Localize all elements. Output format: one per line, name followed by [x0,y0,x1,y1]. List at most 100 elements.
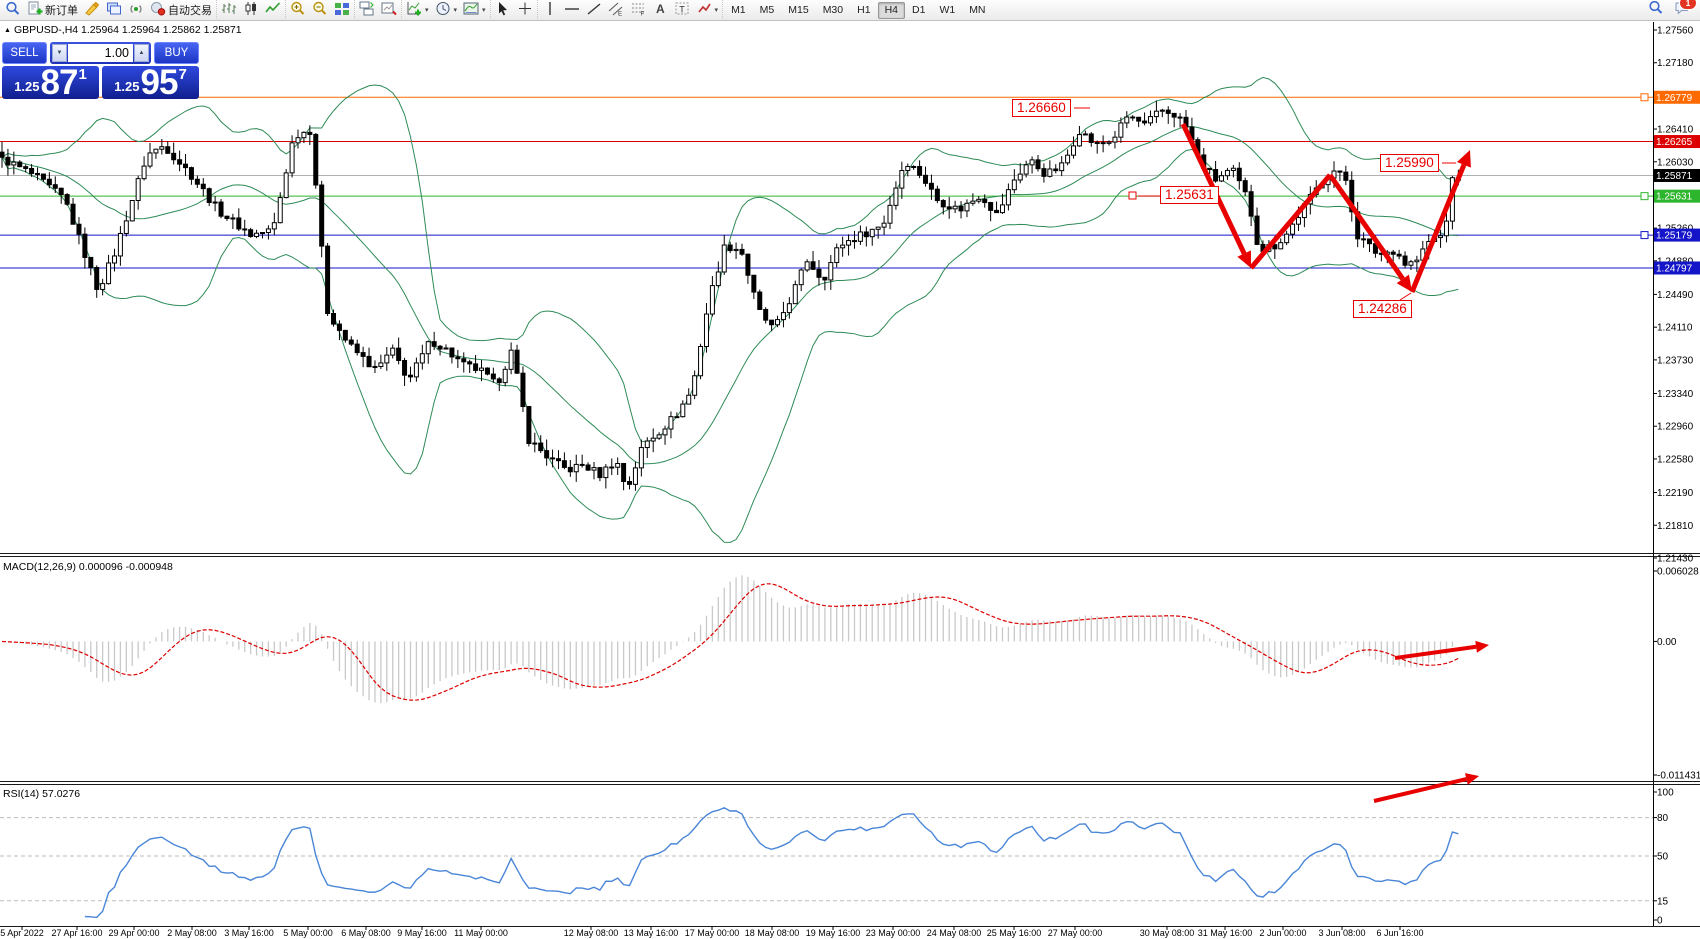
timeframe-h4-button[interactable]: H4 [877,1,905,19]
macd-signal-line [1,583,1459,701]
timeframe-m5-button[interactable]: M5 [753,2,782,19]
svg-text:27 May 00:00: 27 May 00:00 [1048,928,1103,938]
chart-shift-button[interactable] [378,1,400,20]
price-annotation-label[interactable]: 1.25990 [1380,154,1439,172]
arrange-group [354,0,401,21]
svg-text:1.23340: 1.23340 [1657,389,1694,400]
svg-text:31 May 16:00: 31 May 16:00 [1198,928,1253,938]
svg-text:1.22190: 1.22190 [1657,488,1694,499]
svg-text:1.23730: 1.23730 [1657,355,1694,366]
price-annotation-label[interactable]: 1.25631 [1160,186,1219,204]
zoom-in-icon [290,1,306,19]
svg-text:23 May 00:00: 23 May 00:00 [866,928,921,938]
insert-group: ▾ ▾ ▾ [401,0,490,21]
indicators-button[interactable]: ▾ [403,1,432,20]
line-chart-icon [265,1,281,19]
cursor-button[interactable] [492,1,514,20]
equidistant-channel-button[interactable]: E [605,1,627,20]
timeframe-mn-button[interactable]: MN [962,2,992,19]
auto-arrange-button[interactable] [356,1,378,20]
svg-text:3 May 16:00: 3 May 16:00 [224,928,274,938]
rsi-axis: 100 80 50 15 0 [1653,788,1674,927]
indicators-icon [406,1,422,19]
buy-button[interactable]: BUY [154,42,199,64]
autotrading-button[interactable]: 自动交易 [147,1,215,20]
timeframe-m30-button[interactable]: M30 [816,2,850,19]
candlestick-chart-button[interactable] [240,1,262,20]
standard-group: 新订单 自动交易 [1,0,216,21]
fibonacci-button[interactable]: F [627,1,649,20]
svg-text:T: T [679,5,685,15]
volume-decrease-button[interactable]: ▼ [52,44,67,62]
styles-button[interactable] [81,1,103,20]
svg-text:6 Jun 16:00: 6 Jun 16:00 [1376,928,1423,938]
one-click-trading-panel: SELL ▼ ▲ BUY 1.25 87 1 1.25 95 7 [2,42,199,100]
macd-histogram [7,575,1459,704]
svg-text:1.21810: 1.21810 [1657,521,1694,532]
svg-text:E: E [618,12,622,17]
svg-text:80: 80 [1657,813,1669,824]
timeframe-h1-button[interactable]: H1 [850,2,877,19]
crosshair-button[interactable] [514,1,536,20]
svg-text:30 May 08:00: 30 May 08:00 [1140,928,1195,938]
price-annotation-label[interactable]: 1.26660 [1012,99,1071,117]
bar-chart-button[interactable] [218,1,240,20]
cursor-icon [495,1,511,19]
trend-annotations[interactable] [1074,107,1489,803]
buy-price-box[interactable]: 1.25 95 7 [102,66,199,100]
timeframe-group: M1 M5 M15 M30 H1 H4 D1 W1 MN [722,0,993,21]
profiles-button[interactable] [103,1,125,20]
crosshair-icon [517,1,533,19]
vertical-line-button[interactable] [539,1,561,20]
trendline-button[interactable] [583,1,605,20]
zoom-in-button[interactable] [287,1,309,20]
arrows-icon [696,1,712,19]
timeframe-m15-button[interactable]: M15 [781,2,815,19]
candlesticks [0,100,1461,491]
chat-icon[interactable]: 1 [1674,0,1697,20]
templates-button[interactable]: ▾ [460,1,489,20]
magnifier-icon [5,1,21,19]
svg-text:2 Jun 00:00: 2 Jun 00:00 [1259,928,1306,938]
sell-price-box[interactable]: 1.25 87 1 [2,66,99,100]
svg-text:6 May 08:00: 6 May 08:00 [341,928,391,938]
candlestick-icon [243,1,259,19]
macd-axis: 0.006028 0.00 -0.011431 [1653,567,1700,782]
text-button[interactable]: A [649,1,671,20]
svg-text:5 May 00:00: 5 May 00:00 [283,928,333,938]
svg-text:0: 0 [1657,916,1663,927]
bar-chart-icon [221,1,237,19]
timeframe-m1-button[interactable]: M1 [724,2,753,19]
svg-text:1.24490: 1.24490 [1657,290,1694,301]
svg-text:17 May 00:00: 17 May 00:00 [685,928,740,938]
text-label-button[interactable]: T [671,1,693,20]
volume-increase-button[interactable]: ▲ [134,44,149,62]
symbols-button[interactable] [2,1,24,20]
arrows-button[interactable]: ▾ [693,1,722,20]
tile-windows-button[interactable] [331,1,353,20]
zoom-out-button[interactable] [309,1,331,20]
signals-button[interactable] [125,1,147,20]
svg-text:27 Apr 16:00: 27 Apr 16:00 [51,928,102,938]
sell-button[interactable]: SELL [2,42,47,64]
ask-prefix: 1.25 [114,79,140,94]
new-order-button[interactable]: 新订单 [24,1,81,20]
svg-text:1.25631: 1.25631 [1656,192,1693,203]
svg-text:0.006028: 0.006028 [1657,567,1699,578]
svg-text:25 May 16:00: 25 May 16:00 [987,928,1042,938]
horizontal-line-button[interactable] [561,1,583,20]
price-annotation-label[interactable]: 1.24286 [1353,300,1412,318]
svg-text:1.22580: 1.22580 [1657,454,1694,465]
chart-symbol-header: ▲ GBPUSD-,H4 1.25964 1.25964 1.25862 1.2… [4,24,242,36]
horizontal-price-lines[interactable] [0,93,1653,269]
signal-icon [128,1,144,19]
timeframe-w1-button[interactable]: W1 [932,2,962,19]
volume-input[interactable] [68,44,133,62]
search-icon[interactable] [1648,0,1664,20]
line-chart-button[interactable] [262,1,284,20]
timeframe-d1-button[interactable]: D1 [905,2,932,19]
periods-button[interactable]: ▾ [432,1,461,20]
svg-text:24 May 08:00: 24 May 08:00 [927,928,982,938]
svg-text:5 Apr 2022: 5 Apr 2022 [0,928,44,938]
